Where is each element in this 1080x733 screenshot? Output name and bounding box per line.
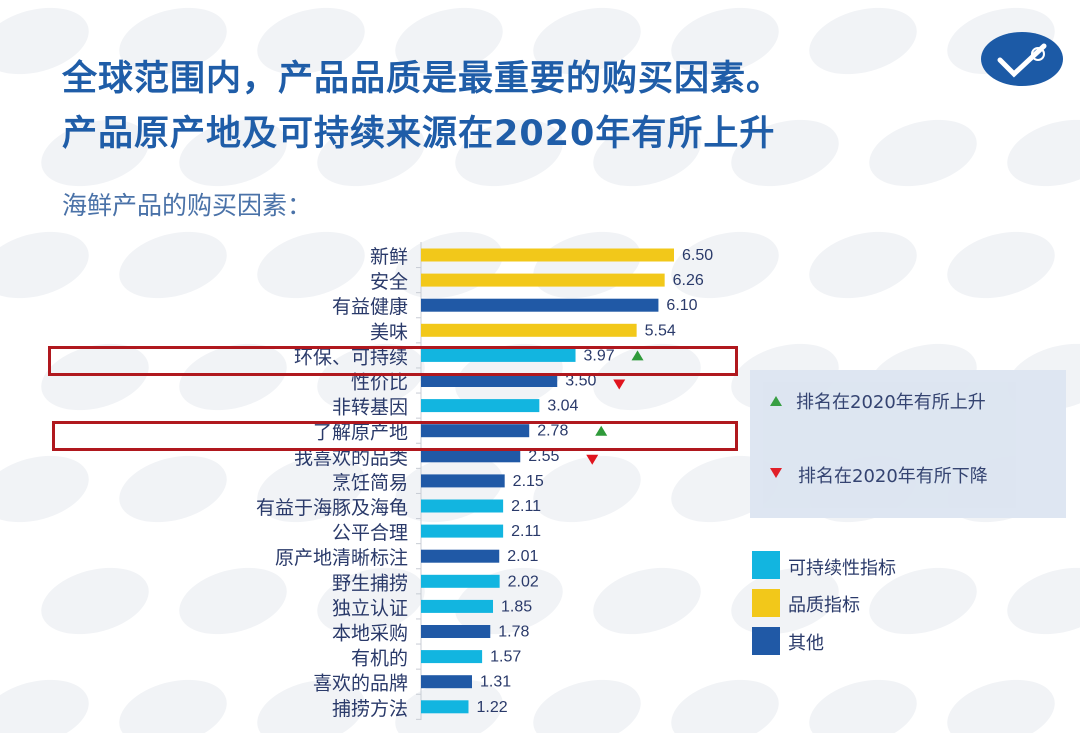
value-label: 2.78 xyxy=(537,423,568,440)
bar xyxy=(421,323,637,337)
bar xyxy=(421,273,665,287)
title-line-1: 全球范围内，产品品质是最重要的购买因素。 xyxy=(62,59,783,99)
bar xyxy=(421,700,469,714)
bar xyxy=(421,524,504,538)
bar xyxy=(421,574,500,588)
value-label: 3.50 xyxy=(565,373,596,390)
trend-down-icon xyxy=(586,454,599,465)
category-label: 野生捕捞 xyxy=(332,572,408,594)
bar xyxy=(421,374,558,387)
category-label: 性价比 xyxy=(351,372,408,394)
highlight-box-origin xyxy=(52,421,738,451)
legend-swatch-other xyxy=(752,627,780,655)
value-label: 2.55 xyxy=(528,448,559,465)
highlight-box-sustainable xyxy=(48,346,738,376)
title-line-2: 产品原产地及可持续来源在2020年有所上升 xyxy=(62,114,776,154)
category-label: 新鲜 xyxy=(370,246,408,268)
category-label: 安全 xyxy=(370,271,408,293)
legend-swatch-quality xyxy=(752,589,780,617)
bar xyxy=(421,424,530,438)
bar xyxy=(421,650,483,664)
bar xyxy=(421,549,500,563)
value-label: 3.97 xyxy=(584,347,615,364)
msc-logo xyxy=(981,32,1063,86)
value-label: 1.22 xyxy=(476,699,507,716)
category-label: 有益健康 xyxy=(332,296,408,318)
category-label: 美味 xyxy=(370,321,408,343)
up-triangle-icon xyxy=(770,396,782,406)
trend-up-icon xyxy=(631,350,644,361)
bar xyxy=(421,248,674,262)
trend-legend: 排名在2020年有所上升 排名在2020年有所下降 xyxy=(750,370,1066,518)
value-label: 2.11 xyxy=(511,498,541,515)
bar xyxy=(421,625,491,638)
bar xyxy=(421,499,504,513)
value-label: 1.57 xyxy=(490,649,521,666)
category-label: 有益于海豚及海龟 xyxy=(256,497,408,519)
trend-up-icon xyxy=(595,425,608,436)
trend-down-icon xyxy=(613,379,626,390)
value-label: 6.50 xyxy=(682,247,713,264)
legend-quality-label: 品质指标 xyxy=(788,595,860,616)
value-label: 2.02 xyxy=(508,573,539,590)
legend-down-label: 排名在2020年有所下降 xyxy=(798,466,988,487)
value-label: 2.15 xyxy=(513,473,544,490)
down-triangle-icon xyxy=(770,468,782,478)
category-label: 喜欢的品牌 xyxy=(313,673,408,695)
bar xyxy=(421,348,576,362)
legend-swatch-sustainability xyxy=(752,551,780,579)
value-label: 1.85 xyxy=(501,598,532,615)
category-label: 烹饪简易 xyxy=(332,472,408,494)
value-label: 3.04 xyxy=(547,398,578,415)
value-label: 6.26 xyxy=(673,272,704,289)
bar xyxy=(421,399,540,413)
value-label: 6.10 xyxy=(666,297,697,314)
category-label: 我喜欢的品类 xyxy=(294,447,408,469)
category-label: 原产地清晰标注 xyxy=(275,547,408,569)
bar xyxy=(421,675,472,689)
subtitle: 海鲜产品的购买因素： xyxy=(62,191,313,220)
bar xyxy=(421,599,494,613)
value-label: 2.01 xyxy=(507,548,538,565)
value-label: 1.78 xyxy=(498,624,529,641)
value-label: 5.54 xyxy=(645,322,676,339)
category-label: 有机的 xyxy=(351,648,408,670)
category-label: 非转基因 xyxy=(332,397,408,419)
bar xyxy=(421,449,521,463)
legend-up-label: 排名在2020年有所上升 xyxy=(796,392,986,413)
category-label: 捕捞方法 xyxy=(332,698,408,720)
category-label: 独立认证 xyxy=(332,597,408,619)
bar xyxy=(421,474,505,488)
bar xyxy=(421,298,659,312)
legend-other-label: 其他 xyxy=(788,633,824,654)
legend-sustainability-label: 可持续性指标 xyxy=(788,558,896,579)
category-label: 了解原产地 xyxy=(313,422,408,444)
value-label: 1.31 xyxy=(480,674,511,691)
value-label: 2.11 xyxy=(511,523,541,540)
category-label: 环保、可持续 xyxy=(294,346,408,368)
category-label: 本地采购 xyxy=(332,623,408,645)
category-label: 公平合理 xyxy=(332,522,408,544)
